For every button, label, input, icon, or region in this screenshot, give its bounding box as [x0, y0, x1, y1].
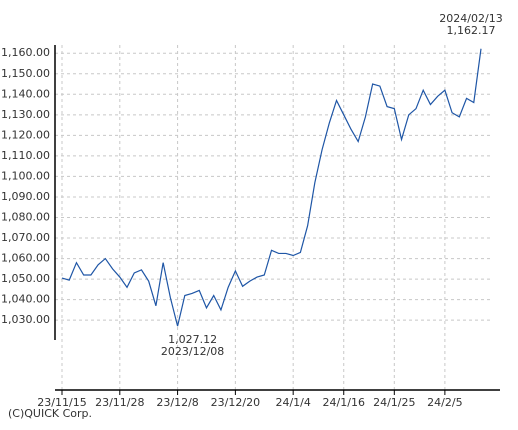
y-tick-label: 1,150.00	[1, 67, 50, 80]
y-tick-label: 1,090.00	[1, 190, 50, 203]
y-tick-label: 1,070.00	[1, 231, 50, 244]
y-tick-label: 1,160.00	[1, 46, 50, 59]
y-tick-label: 1,100.00	[1, 169, 50, 182]
x-tick-label: 23/12/20	[211, 396, 260, 409]
x-tick-label: 24/1/4	[275, 396, 310, 409]
x-tick-label: 23/11/28	[95, 396, 144, 409]
y-tick-label: 1,060.00	[1, 252, 50, 265]
y-tick-label: 1,030.00	[1, 313, 50, 326]
y-tick-label: 1,120.00	[1, 128, 50, 141]
annotation-date: 2024/02/13	[439, 12, 502, 25]
y-tick-label: 1,130.00	[1, 108, 50, 121]
y-tick-label: 1,040.00	[1, 293, 50, 306]
x-tick-label: 24/1/16	[323, 396, 365, 409]
annotation-date: 2023/12/08	[161, 345, 224, 358]
line-series	[61, 48, 482, 327]
y-tick-label: 1,140.00	[1, 87, 50, 100]
copyright: (C)QUICK Corp.	[8, 407, 92, 420]
annotation-value: 1,162.17	[447, 24, 496, 37]
y-tick-label: 1,110.00	[1, 149, 50, 162]
annotation-value: 1,027.12	[168, 333, 217, 346]
y-tick-label: 1,080.00	[1, 211, 50, 224]
x-tick-label: 24/1/25	[373, 396, 415, 409]
x-tick-label: 24/2/5	[427, 396, 462, 409]
x-tick-label: 23/11/15	[37, 396, 86, 409]
x-tick-label: 23/12/8	[156, 396, 198, 409]
y-tick-label: 1,050.00	[1, 272, 50, 285]
